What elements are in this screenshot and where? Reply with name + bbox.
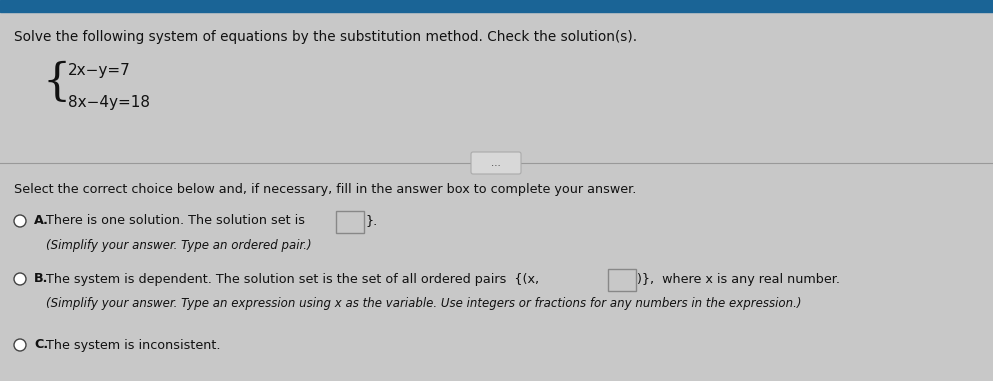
Text: A.: A. — [34, 215, 49, 227]
Text: )},  where x is any real number.: )}, where x is any real number. — [637, 272, 840, 285]
FancyBboxPatch shape — [471, 152, 521, 174]
Text: C.: C. — [34, 338, 48, 352]
Text: 8x−4y=18: 8x−4y=18 — [68, 96, 150, 110]
Text: …: … — [492, 158, 500, 168]
Text: The system is dependent. The solution set is the set of all ordered pairs  {(x,: The system is dependent. The solution se… — [46, 272, 539, 285]
Text: Solve the following system of equations by the substitution method. Check the so: Solve the following system of equations … — [14, 30, 638, 44]
Text: (Simplify your answer. Type an ordered pair.): (Simplify your answer. Type an ordered p… — [46, 239, 312, 252]
Circle shape — [14, 339, 26, 351]
Text: {: { — [42, 61, 71, 104]
Text: 2x−y=7: 2x−y=7 — [68, 64, 131, 78]
Text: There is one solution. The solution set is: There is one solution. The solution set … — [46, 215, 313, 227]
Text: Select the correct choice below and, if necessary, fill in the answer box to com: Select the correct choice below and, if … — [14, 183, 637, 196]
Bar — [0, 0, 993, 12]
Text: (Simplify your answer. Type an expression using x as the variable. Use integers : (Simplify your answer. Type an expressio… — [46, 297, 801, 310]
Text: B.: B. — [34, 272, 49, 285]
Circle shape — [14, 273, 26, 285]
Text: }.: }. — [365, 215, 377, 227]
Circle shape — [14, 215, 26, 227]
Bar — [336, 211, 364, 233]
Text: The system is inconsistent.: The system is inconsistent. — [46, 338, 220, 352]
Bar — [608, 269, 636, 291]
